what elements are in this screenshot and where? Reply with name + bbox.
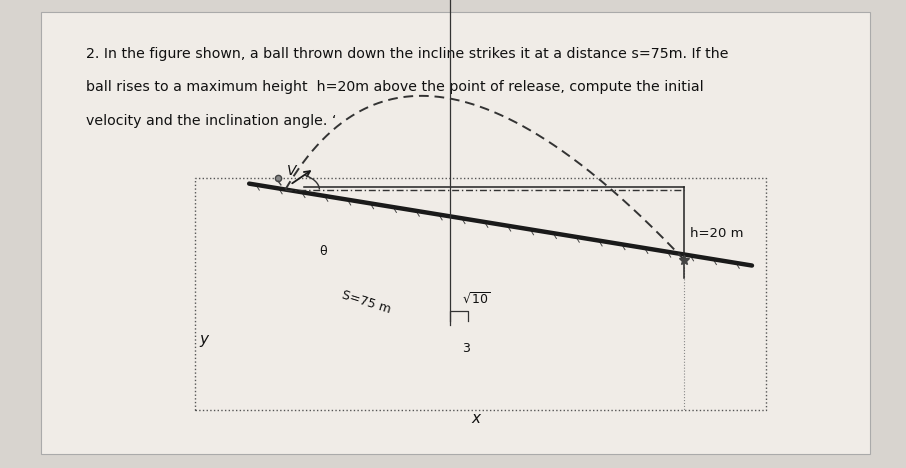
- Text: velocity and the inclination angle. ‘: velocity and the inclination angle. ‘: [86, 114, 336, 128]
- Text: S=75 m: S=75 m: [340, 288, 392, 316]
- Text: ball rises to a maximum height  h=20m above the point of release, compute the in: ball rises to a maximum height h=20m abo…: [86, 80, 704, 95]
- Text: h=20 m: h=20 m: [690, 227, 744, 240]
- Text: θ: θ: [319, 245, 326, 258]
- Text: y: y: [199, 332, 208, 347]
- Text: x: x: [471, 411, 480, 426]
- Text: $\sqrt{10}$: $\sqrt{10}$: [462, 292, 491, 307]
- Text: 2. In the figure shown, a ball thrown down the incline strikes it at a distance : 2. In the figure shown, a ball thrown do…: [86, 47, 728, 61]
- Text: 3: 3: [462, 342, 470, 355]
- Text: V: V: [287, 164, 296, 178]
